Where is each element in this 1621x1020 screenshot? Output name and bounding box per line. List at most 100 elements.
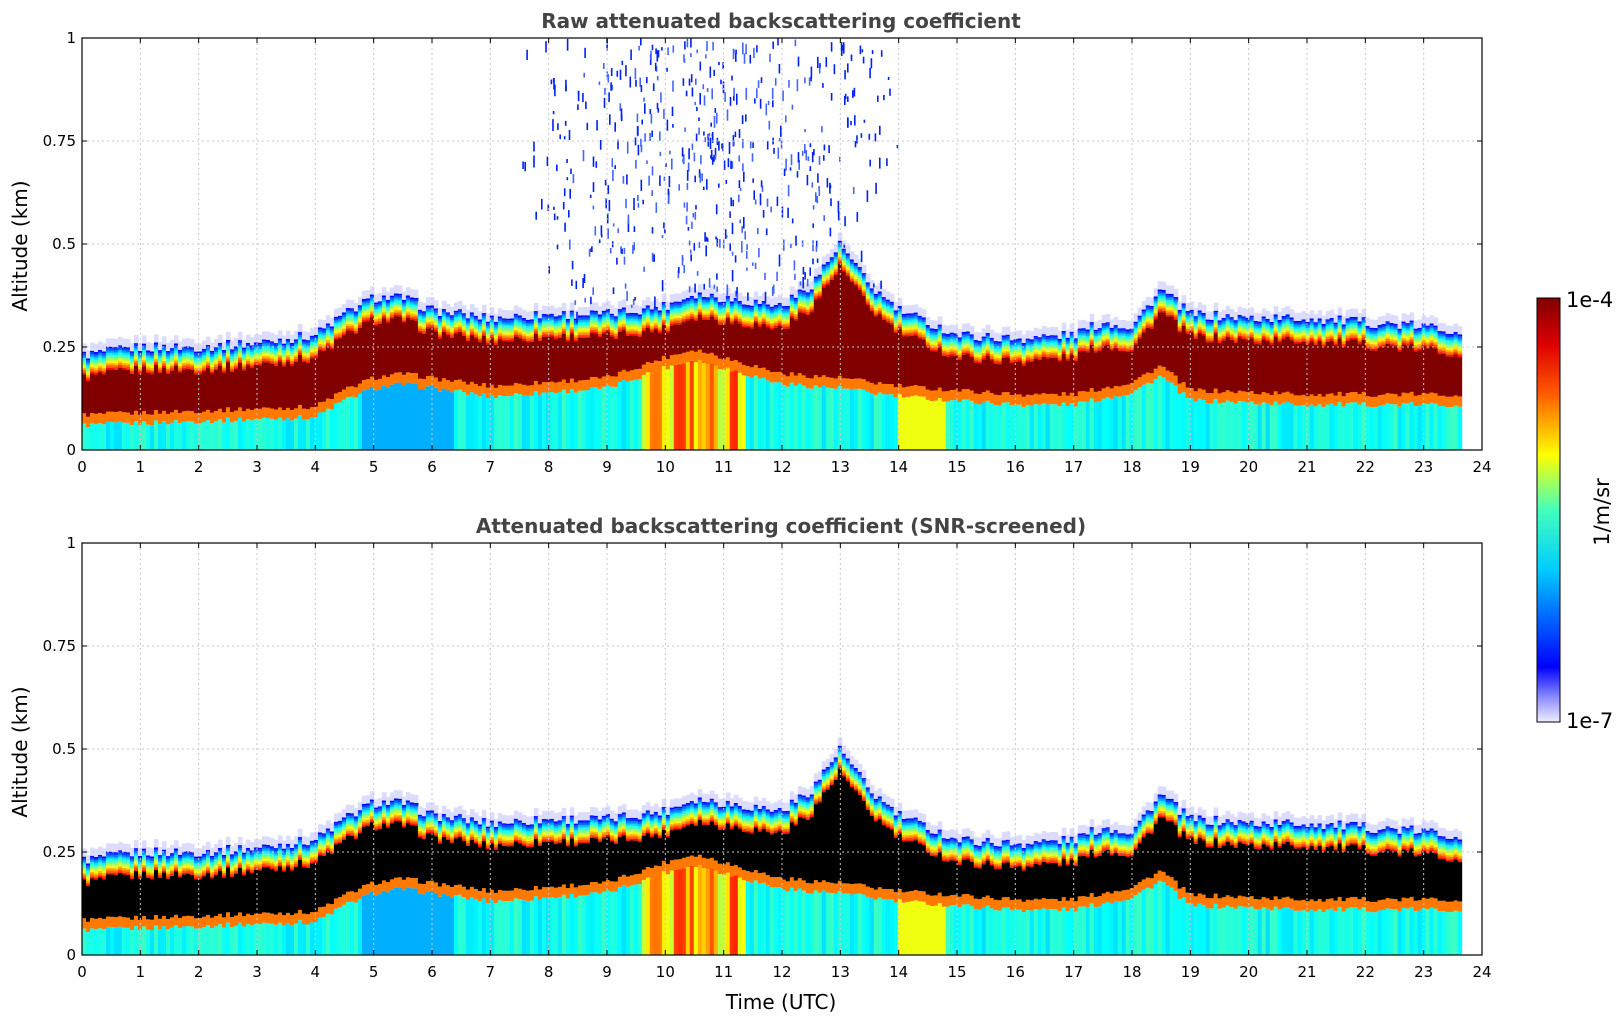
heatmap-cell: [814, 299, 819, 375]
heatmap-cell: [1130, 342, 1135, 344]
heatmap-cell: [894, 397, 899, 450]
heatmap-cell: [262, 407, 267, 417]
heatmap-cell: [834, 389, 839, 450]
heatmap-cell: [298, 335, 303, 337]
heatmap-cell: [314, 338, 319, 340]
heatmap-cell: [578, 319, 583, 321]
heatmap-cell: [554, 318, 559, 320]
heatmap-cell: [506, 320, 511, 322]
heatmap-cell: [298, 332, 303, 334]
heatmap-cell: [954, 350, 959, 352]
heatmap-cell: [994, 354, 999, 356]
heatmap-cell: [86, 427, 91, 450]
heatmap-cell: [294, 355, 299, 357]
heatmap-cell: [1090, 324, 1095, 326]
heatmap-cell: [794, 301, 799, 303]
heatmap-cell: [1090, 332, 1095, 334]
heatmap-cell: [278, 361, 283, 407]
heatmap-cell: [1046, 394, 1051, 404]
heatmap-cell: [482, 331, 487, 333]
heatmap-cell: [146, 360, 151, 362]
heatmap-cell: [414, 303, 419, 305]
heatmap-cell: [426, 315, 431, 317]
heatmap-cell: [338, 337, 343, 339]
heatmap-cell: [186, 364, 191, 366]
heatmap-cell: [974, 356, 979, 358]
heatmap-cell: [990, 330, 995, 338]
heatmap-cell: [670, 366, 675, 450]
heatmap-cell: [502, 323, 507, 325]
heatmap-cell: [206, 366, 211, 368]
heatmap-cell: [266, 343, 271, 345]
heatmap-cell: [674, 324, 679, 354]
heatmap-cell: [922, 334, 927, 336]
heatmap-cell: [666, 332, 671, 359]
heatmap-cell: [458, 329, 463, 331]
heatmap-cell: [858, 272, 863, 274]
heatmap-cell: [190, 350, 195, 352]
heatmap-cell: [434, 318, 439, 320]
heatmap-cell: [562, 318, 567, 320]
heatmap-cell: [730, 371, 735, 450]
heatmap-cell: [674, 316, 679, 318]
heatmap-cell: [182, 363, 187, 365]
heatmap-cell: [90, 359, 95, 361]
heatmap-cell: [978, 342, 983, 344]
heatmap-cell: [906, 305, 911, 313]
heatmap-cell: [290, 351, 295, 353]
heatmap-cell: [126, 365, 131, 367]
heatmap-cell: [702, 353, 707, 363]
heatmap-cell: [1014, 358, 1019, 360]
heatmap-cell: [1094, 351, 1099, 353]
heatmap-cell: [142, 357, 147, 359]
heatmap-cell: [110, 366, 115, 368]
heatmap-cell: [986, 344, 991, 346]
heatmap-cell: [822, 273, 827, 275]
heatmap-cell: [238, 348, 243, 350]
heatmap-cell: [1142, 327, 1147, 329]
heatmap-cell: [530, 327, 535, 329]
heatmap-cell: [150, 356, 155, 358]
heatmap-cell: [1058, 355, 1063, 357]
heatmap-cell: [286, 342, 291, 344]
heatmap-cell: [1158, 307, 1163, 309]
heatmap-cell: [954, 325, 959, 333]
heatmap-cell: [942, 343, 947, 345]
heatmap-cell: [1038, 358, 1043, 360]
heatmap-cell: [426, 312, 431, 314]
heatmap-cell: [882, 315, 887, 317]
heatmap-cell: [682, 301, 687, 303]
heatmap-cell: [530, 329, 535, 331]
heatmap-cell: [1054, 343, 1059, 345]
heatmap-cell: [738, 303, 743, 305]
heatmap-cell: [678, 319, 683, 321]
heatmap-cell: [402, 303, 407, 305]
heatmap-cell: [706, 315, 711, 317]
heatmap-cell: [86, 362, 91, 364]
heatmap-cell: [978, 344, 983, 346]
heatmap-cell: [734, 370, 739, 450]
heatmap-cell: [854, 274, 859, 276]
heatmap-cell: [926, 336, 931, 338]
heatmap-cell: [134, 354, 139, 356]
heatmap-cell: [394, 301, 399, 303]
heatmap-cell: [394, 298, 399, 300]
heatmap-cell: [114, 412, 119, 422]
heatmap-cell: [670, 306, 675, 308]
heatmap-cell: [1106, 314, 1111, 322]
heatmap-cell: [146, 362, 151, 364]
heatmap-cell: [274, 363, 279, 365]
heatmap-cell: [878, 382, 883, 392]
heatmap-cell: [622, 320, 627, 322]
heatmap-cell: [586, 307, 591, 315]
heatmap-cell: [182, 338, 187, 346]
heatmap-cell: [790, 306, 795, 308]
heatmap-cell: [906, 330, 911, 332]
heatmap-cell: [638, 314, 643, 316]
heatmap-cell: [746, 318, 751, 320]
heatmap-cell: [1070, 340, 1075, 342]
heatmap-cell: [498, 336, 503, 338]
heatmap-cell: [994, 344, 999, 346]
heatmap-cell: [190, 368, 195, 370]
heatmap-cell: [550, 327, 555, 329]
